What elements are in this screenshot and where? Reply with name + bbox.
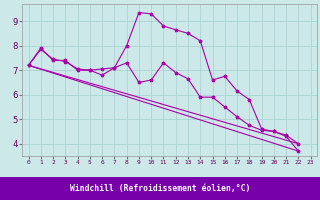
Text: Windchill (Refroidissement éolien,°C): Windchill (Refroidissement éolien,°C): [70, 184, 250, 193]
